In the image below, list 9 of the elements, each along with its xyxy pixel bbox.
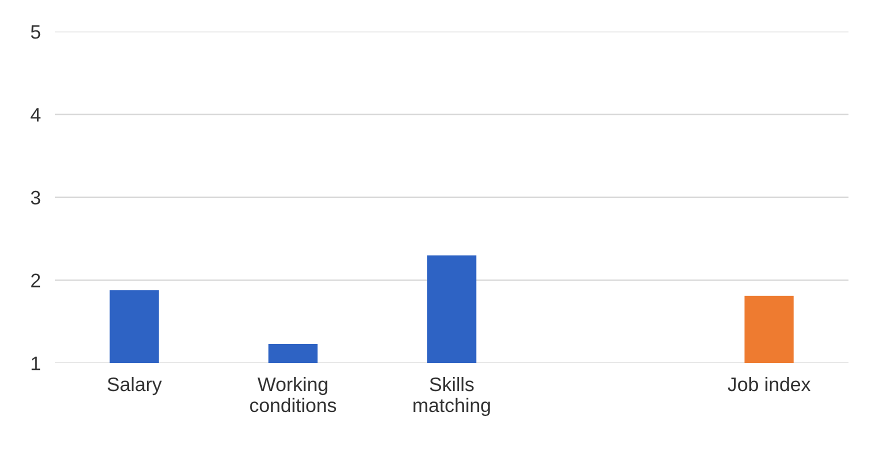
x-tick-label: Job index (728, 376, 811, 392)
y-tick-label: 4 (30, 108, 40, 122)
x-tick-label: Skills matching (414, 376, 490, 416)
y-tick-label: 5 (31, 25, 40, 39)
y-tick-label: 2 (31, 274, 40, 288)
y-tick-label: 1 (32, 356, 40, 370)
y-tick-label: 3 (30, 190, 40, 205)
x-tick-label: Salary (108, 376, 162, 396)
x-tick-label: Working conditions (250, 376, 336, 412)
